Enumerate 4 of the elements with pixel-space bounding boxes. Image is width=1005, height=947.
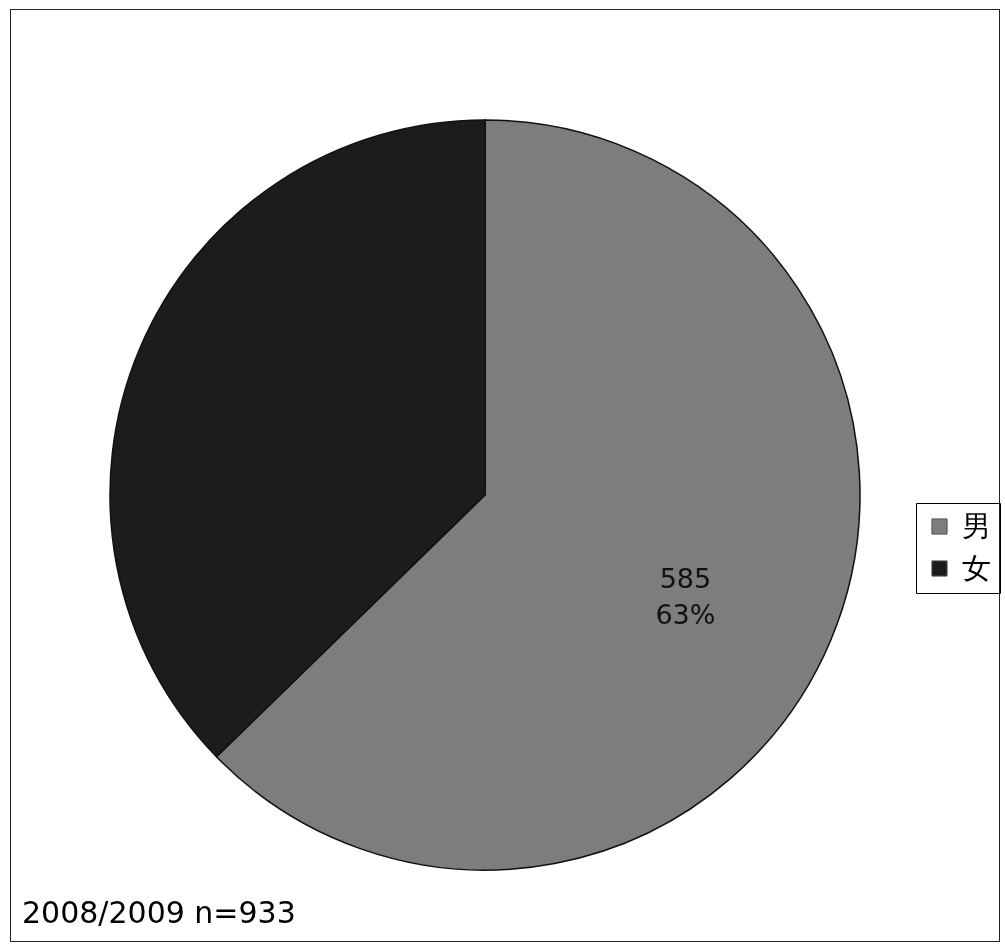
legend-label: 男	[962, 508, 991, 543]
text: 2008/2009 n=933	[22, 895, 296, 930]
data-label: 585 63%	[655, 562, 716, 630]
legend-label: 女	[962, 550, 991, 585]
